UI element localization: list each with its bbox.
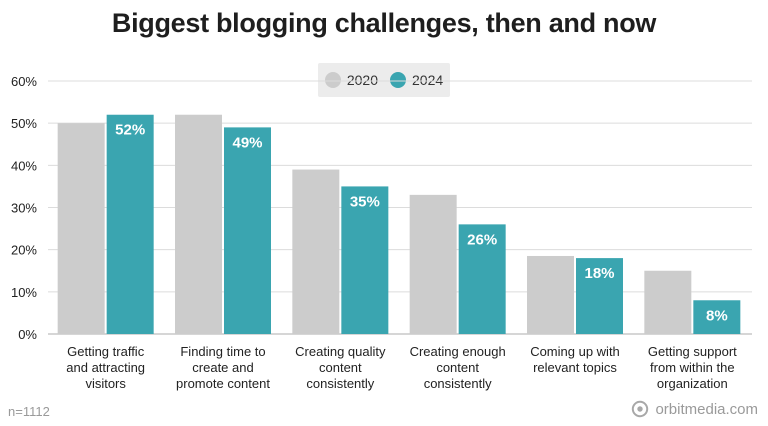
bar-2020: [644, 270, 692, 334]
bar-2020: [292, 169, 340, 334]
y-tick-label: 0%: [18, 327, 37, 342]
sample-size-note: n=1112: [8, 404, 50, 419]
legend-item-2024: 2024: [390, 72, 443, 88]
x-category-label: Creating enough content consistently: [410, 344, 506, 391]
x-category-label-line: relevant topics: [533, 360, 617, 375]
x-category-label-line: Finding time to: [180, 344, 265, 359]
chart-title: Biggest blogging challenges, then and no…: [111, 8, 657, 38]
bar-2020: [175, 114, 222, 334]
y-tick-label: 30%: [11, 201, 37, 216]
bar-2024: [106, 114, 154, 334]
legend: 2020 2024: [318, 63, 450, 97]
x-category-label-line: promote content: [176, 376, 270, 391]
x-category-label-line: Creating enough: [410, 344, 506, 359]
x-category-label-line: organization: [657, 376, 728, 391]
legend-label-2024: 2024: [412, 72, 444, 88]
x-category-label: Creating quality content consistently: [295, 344, 386, 391]
legend-label-2020: 2020: [346, 72, 378, 88]
x-category-label-line: Creating quality: [295, 344, 386, 359]
legend-swatch-2024: [390, 72, 406, 88]
x-category-label: Finding time to create and promote content: [176, 344, 270, 391]
data-label-2024: 8%: [706, 307, 728, 324]
x-category-label-line: Getting traffic: [67, 344, 145, 359]
x-category-label: Getting support from within the organizati…: [648, 344, 737, 391]
bar-2024: [576, 258, 623, 334]
x-category-label-line: content: [319, 360, 362, 375]
y-tick-label: 10%: [11, 285, 37, 300]
x-category-label-line: content: [436, 360, 479, 375]
bar-2024: [458, 224, 506, 334]
x-category-label: Getting traffic and attracting visitors: [66, 344, 145, 391]
bar-2020: [527, 255, 574, 334]
x-category-label-line: Coming up with: [530, 344, 620, 359]
x-category-label-line: from within the: [650, 360, 735, 375]
y-tick-label: 20%: [11, 243, 37, 258]
legend-item-2020: 2020: [324, 72, 378, 88]
x-category-label-line: consistently: [306, 376, 374, 391]
y-tick-label: 50%: [11, 116, 37, 131]
y-tick-label: 60%: [11, 74, 37, 89]
x-category-label-line: and attracting: [66, 360, 145, 375]
data-label-2024: 26%: [467, 231, 497, 248]
y-tick-label: 40%: [11, 158, 37, 173]
bar-2020: [57, 123, 105, 335]
bar-2024: [341, 186, 389, 334]
x-category-label-line: visitors: [85, 376, 126, 391]
bar-2020: [409, 194, 457, 334]
x-category-label: Coming up with relevant topics: [530, 344, 620, 375]
brand-mark: orbitmedia.com: [631, 400, 758, 418]
orbit-logo-icon: [632, 400, 649, 418]
bar-2024: [693, 300, 741, 334]
x-category-label-line: consistently: [424, 376, 492, 391]
data-label-2024: 35%: [350, 193, 380, 210]
data-label-2024: 18%: [584, 265, 614, 282]
bar-2024: [224, 127, 271, 334]
brand-name: orbitmedia.com: [655, 400, 758, 418]
data-label-2024: 52%: [115, 122, 145, 139]
data-label-2024: 49%: [232, 134, 262, 151]
x-category-label-line: Getting support: [648, 344, 737, 359]
legend-swatch-2020: [324, 72, 341, 88]
x-category-label-line: create and: [192, 360, 253, 375]
